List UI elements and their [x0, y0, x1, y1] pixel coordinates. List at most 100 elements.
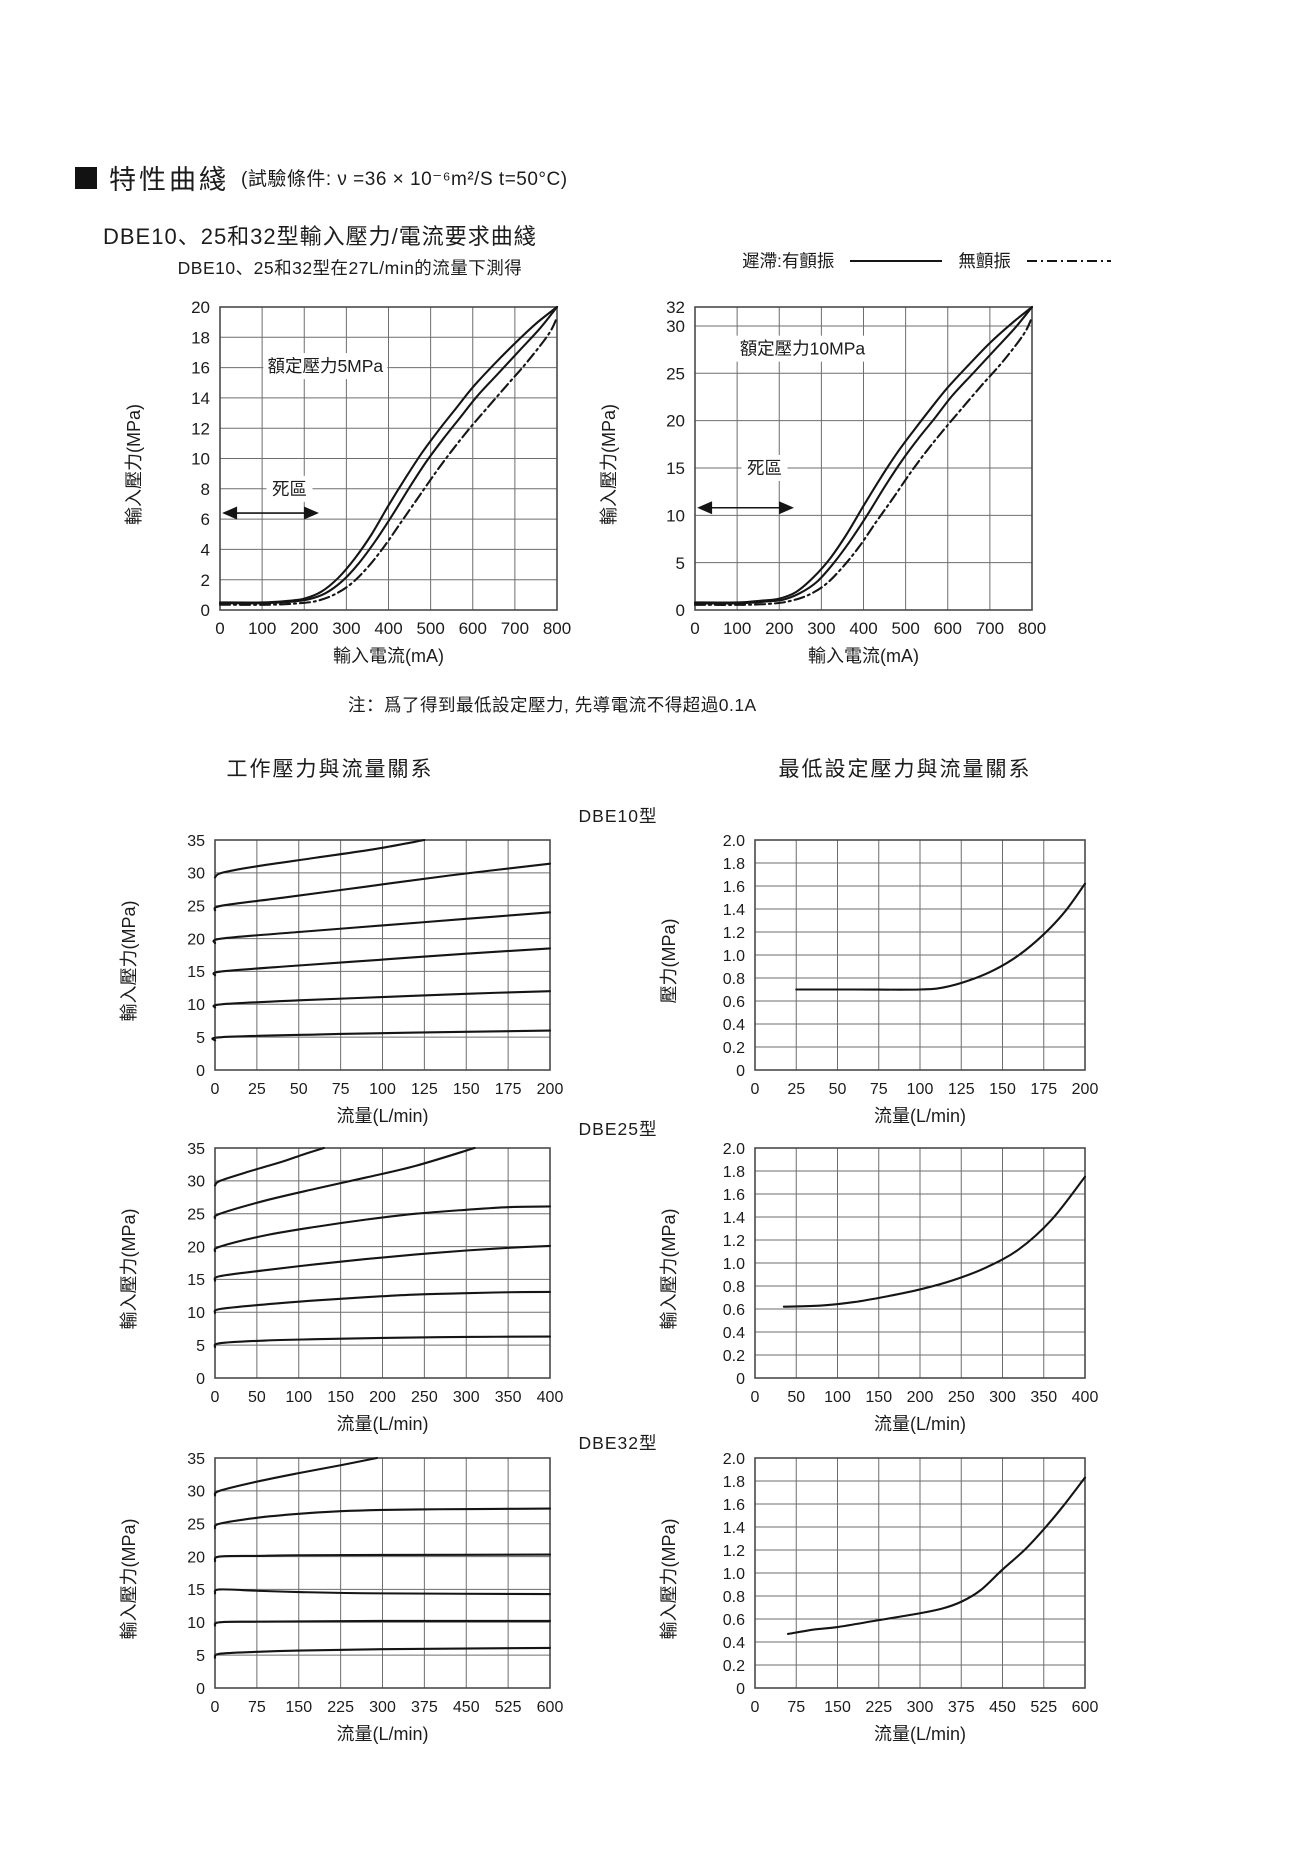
svg-text:525: 525: [1030, 1699, 1057, 1716]
svg-text:300: 300: [907, 1699, 934, 1716]
svg-text:300: 300: [369, 1699, 396, 1716]
svg-text:25: 25: [187, 898, 205, 915]
svg-text:150: 150: [989, 1081, 1016, 1098]
svg-text:壓力(MPa): 壓力(MPa): [659, 919, 679, 1004]
svg-text:200: 200: [765, 619, 793, 638]
chart-dbe25-min-pressure: 0 50 100 150 200 250 300 350 400 0 0.2 0.4 0.6 0.8 1.0…: [635, 1136, 1101, 1449]
svg-text:300: 300: [453, 1389, 480, 1406]
svg-text:700: 700: [976, 619, 1004, 638]
svg-text:30: 30: [187, 866, 205, 883]
svg-text:50: 50: [829, 1081, 847, 1098]
svg-text:250: 250: [948, 1389, 975, 1406]
svg-text:20: 20: [187, 931, 205, 948]
svg-text:輸入壓力(MPa): 輸入壓力(MPa): [659, 1209, 679, 1330]
svg-text:800: 800: [543, 619, 571, 638]
svg-text:50: 50: [248, 1389, 266, 1406]
svg-text:0: 0: [751, 1699, 760, 1716]
svg-text:流量(L/min): 流量(L/min): [336, 1724, 428, 1744]
svg-text:流量(L/min): 流量(L/min): [874, 1724, 966, 1744]
svg-text:1.4: 1.4: [723, 902, 745, 919]
svg-text:1.6: 1.6: [723, 1187, 745, 1204]
page-header: 特性曲綫 (試驗條件: ν =36 × 10⁻⁶m²/S t=50°C): [75, 158, 568, 197]
svg-text:15: 15: [666, 459, 685, 478]
svg-text:20: 20: [187, 1549, 205, 1566]
svg-text:1.0: 1.0: [723, 1566, 745, 1583]
svg-text:0: 0: [690, 619, 699, 638]
svg-text:0.2: 0.2: [723, 1658, 745, 1675]
svg-text:0.8: 0.8: [723, 1279, 745, 1296]
svg-text:35: 35: [187, 1141, 205, 1158]
svg-text:30: 30: [666, 317, 685, 336]
legend-with-dither-label: 遲滯:有顫振: [742, 251, 835, 271]
svg-text:50: 50: [787, 1389, 805, 1406]
svg-text:125: 125: [411, 1081, 438, 1098]
svg-text:1.2: 1.2: [723, 925, 745, 942]
svg-text:死區: 死區: [747, 458, 782, 478]
svg-text:15: 15: [187, 1272, 205, 1289]
svg-text:25: 25: [248, 1081, 266, 1098]
svg-text:150: 150: [285, 1699, 312, 1716]
svg-text:25: 25: [787, 1081, 805, 1098]
svg-text:175: 175: [495, 1081, 522, 1098]
svg-text:500: 500: [416, 619, 444, 638]
svg-text:額定壓力5MPa: 額定壓力5MPa: [267, 356, 383, 376]
svg-text:2.0: 2.0: [723, 833, 745, 850]
svg-text:0: 0: [736, 1681, 745, 1698]
svg-text:0.6: 0.6: [723, 1612, 745, 1629]
svg-text:600: 600: [1072, 1699, 1099, 1716]
svg-text:10: 10: [187, 1615, 205, 1632]
svg-text:0: 0: [196, 1371, 205, 1388]
hysteresis-legend: 遲滯:有顫振 無顫振: [742, 248, 1113, 273]
svg-text:100: 100: [824, 1389, 851, 1406]
svg-text:225: 225: [865, 1699, 892, 1716]
svg-text:1.6: 1.6: [723, 879, 745, 896]
svg-text:15: 15: [187, 1582, 205, 1599]
svg-text:輸入電流(mA): 輸入電流(mA): [333, 646, 444, 666]
svg-text:0.6: 0.6: [723, 994, 745, 1011]
chart-pi5-title: DBE10、25和32型在27L/min的流量下測得: [177, 258, 523, 278]
model-label-dbe32: DBE32型: [578, 1433, 658, 1453]
subtitle: DBE10、25和32型輸入壓力/電流要求曲綫: [103, 224, 537, 249]
svg-text:400: 400: [1072, 1389, 1099, 1406]
svg-text:600: 600: [537, 1699, 564, 1716]
svg-text:25: 25: [187, 1516, 205, 1533]
svg-text:350: 350: [1030, 1389, 1057, 1406]
svg-text:12: 12: [191, 419, 210, 438]
svg-text:0.4: 0.4: [723, 1635, 745, 1652]
svg-text:2.0: 2.0: [723, 1141, 745, 1158]
svg-text:700: 700: [501, 619, 529, 638]
svg-text:輸入電流(mA): 輸入電流(mA): [808, 646, 919, 666]
svg-text:2.0: 2.0: [723, 1451, 745, 1468]
svg-text:輸入壓力(MPa): 輸入壓力(MPa): [599, 404, 619, 525]
svg-text:流量(L/min): 流量(L/min): [336, 1414, 428, 1434]
chart-dbe10-min-pressure: 0 25 50 75 100 125 150 175 200 0 0.2 0.4 0.6 0.8 1.0 1.…: [635, 828, 1101, 1141]
svg-text:15: 15: [187, 964, 205, 981]
svg-text:200: 200: [537, 1081, 564, 1098]
svg-text:25: 25: [187, 1206, 205, 1223]
svg-text:525: 525: [495, 1699, 522, 1716]
chart-dbe10-working-pressure: 0 25 50 75 100 125 150 175 200 0 5 10 15 20 25 30 35 流量(L…: [95, 828, 566, 1141]
svg-text:30: 30: [187, 1484, 205, 1501]
svg-text:流量(L/min): 流量(L/min): [874, 1106, 966, 1126]
svg-text:額定壓力10MPa: 額定壓力10MPa: [740, 339, 866, 359]
svg-text:0.2: 0.2: [723, 1040, 745, 1057]
model-label-dbe10: DBE10型: [578, 806, 658, 826]
chart-dbe25-working-pressure: 0 50 100 150 200 250 300 350 400 0 5 10 15 20 25 30 35 流量…: [95, 1136, 566, 1449]
svg-text:125: 125: [948, 1081, 975, 1098]
svg-text:輸入壓力(MPa): 輸入壓力(MPa): [119, 1209, 139, 1330]
svg-text:0.8: 0.8: [723, 1589, 745, 1606]
svg-text:6: 6: [201, 510, 210, 529]
svg-text:10: 10: [187, 997, 205, 1014]
chart-dbe32-working-pressure: 0 75 150 225 300 375 450 525 600 0 5 10 15 20 25 30 35 流量…: [95, 1446, 566, 1759]
svg-text:200: 200: [907, 1389, 934, 1406]
svg-text:8: 8: [201, 480, 210, 499]
svg-text:0: 0: [211, 1389, 220, 1406]
svg-text:225: 225: [327, 1699, 354, 1716]
svg-text:75: 75: [332, 1081, 350, 1098]
svg-text:0.4: 0.4: [723, 1017, 745, 1034]
svg-text:2: 2: [201, 571, 210, 590]
svg-text:50: 50: [290, 1081, 308, 1098]
legend-no-dither-label: 無顫振: [958, 251, 1011, 271]
svg-text:150: 150: [865, 1389, 892, 1406]
svg-text:400: 400: [374, 619, 402, 638]
